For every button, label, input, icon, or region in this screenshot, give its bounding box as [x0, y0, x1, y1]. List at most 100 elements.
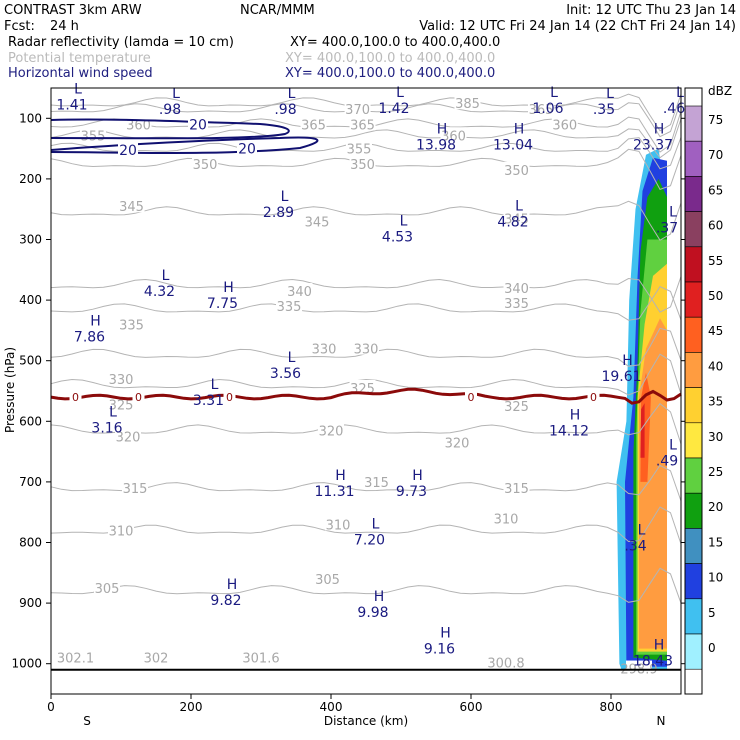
colorbar-label: 0 [708, 641, 716, 655]
theta-label-mask [346, 140, 372, 155]
extremum-value: 4.82 [497, 214, 528, 230]
extrema-labels: L1.41L.98L.98L1.42L1.06L.35L.46H13.98H13… [56, 81, 685, 669]
theta-contour-line [50, 506, 682, 545]
colorbar-label: 40 [708, 359, 723, 373]
theta-label-mask [314, 570, 341, 585]
extremum-value: 23.37 [633, 137, 673, 153]
colorbar-label: 50 [708, 289, 723, 303]
theta-label-mask [363, 473, 390, 488]
extremum-marker: L [550, 85, 558, 101]
theta-label-mask [344, 101, 371, 116]
theta-label-mask [493, 510, 519, 525]
colorbar-label: 45 [708, 324, 723, 338]
fcst-value: 24 h [50, 19, 79, 34]
theta-contour-label: 320 [116, 430, 141, 445]
freezing-label-mask [69, 391, 82, 404]
colorbar-label: 30 [708, 430, 723, 444]
theta-label-mask [108, 370, 134, 385]
theta-label-mask [318, 422, 344, 437]
extremum-value: .35 [593, 102, 615, 118]
theta-contour-label: 315 [504, 482, 529, 497]
freezing-label-mask [587, 391, 600, 404]
extremum-marker: H [335, 468, 346, 484]
extremum-marker: H [654, 121, 665, 137]
theta-label-mask [276, 298, 302, 313]
colorbar-swatch [684, 598, 703, 635]
theta-label-mask [304, 213, 330, 228]
wind-contour-label: 20 [189, 117, 207, 133]
theta-contour-label: 305 [95, 582, 120, 597]
theta-contour-label: 310 [326, 518, 351, 533]
theta-contour-label: 302.1 [57, 652, 94, 667]
extremum-marker: L [74, 81, 82, 97]
valid-time: Valid: 12 UTC Fri 24 Jan 14 (22 ChT Fri … [419, 19, 736, 34]
x-tick-label: 0 [47, 700, 55, 714]
theta-label-mask [551, 116, 578, 131]
theta-contour-label: 330 [312, 343, 337, 358]
extremum-marker: L [638, 523, 646, 539]
theta-label-mask [325, 516, 351, 531]
theta-contour-label: 320 [445, 437, 470, 452]
x-tick-label: 600 [460, 700, 483, 714]
theta-contour-label: 365 [350, 118, 375, 133]
extremum-value: 3.16 [91, 420, 122, 436]
theta-label-mask [62, 649, 89, 664]
colorbar-swatch [684, 528, 703, 564]
extremum-marker: L [372, 516, 380, 532]
x-axis-label: Distance (km) [324, 714, 408, 728]
y-tick-label: 900 [19, 596, 42, 610]
colorbar-swatch [684, 211, 703, 248]
theta-contour-label: 310 [494, 512, 519, 527]
extremum-value: 9.82 [210, 593, 241, 609]
extremum-value: 7.86 [74, 329, 105, 345]
extremum-value: 9.16 [424, 642, 455, 658]
theta-contour-line [50, 464, 682, 502]
theta-contour-label: 360 [441, 129, 466, 144]
theta-contour-line [50, 402, 682, 445]
theta-contour-label: 350 [193, 158, 218, 173]
y-tick-label: 1000 [11, 657, 42, 671]
freezing-label-mask [465, 391, 477, 404]
theta-label-mask [286, 283, 313, 298]
extremum-value: 3.56 [270, 366, 301, 382]
extremum-value: 11.31 [314, 484, 354, 500]
x-tick-label: 200 [180, 700, 203, 714]
colorbar-swatch [684, 246, 703, 283]
extremum-marker: H [223, 280, 234, 296]
theta-contour-label: 305 [315, 573, 340, 588]
extremum-marker: H [437, 121, 448, 137]
plot-frame [50, 87, 682, 695]
extremum-value: .34 [624, 539, 646, 555]
extremum-value: .49 [656, 454, 678, 470]
theta-contour-label: 325 [504, 400, 529, 415]
theta-contour-label: 345 [119, 200, 144, 215]
y-axis-label: Pressure (hPa) [3, 347, 17, 433]
theta-contour-label: 302 [144, 652, 169, 667]
extremum-marker: L [109, 404, 117, 420]
model-title: CONTRAST 3km ARW [4, 3, 142, 18]
extremum-value: 4.53 [382, 229, 413, 245]
theta-label-mask [349, 379, 376, 394]
theta-contour-label: 340 [504, 282, 529, 297]
extremum-value: 7.20 [354, 532, 385, 548]
freezing-level-line: 0 0 0 0 0 [50, 387, 682, 405]
extremum-marker: L [606, 86, 614, 102]
colorbar-frame [684, 87, 703, 695]
x-tick-label: 800 [600, 700, 623, 714]
extremum-value: 13.04 [493, 137, 533, 153]
extremum-value: 1.41 [56, 97, 87, 113]
theta-contour-label: 355 [81, 129, 106, 144]
theta-label-mask [503, 161, 530, 176]
theta-label-mask [503, 295, 530, 310]
extremum-marker: L [162, 268, 170, 284]
wind-contour-label: 20 [119, 143, 137, 159]
theta-contour-label: 345 [504, 212, 529, 227]
wind-contour-line [50, 136, 319, 154]
field-3-xy: XY= 400.0,100.0 to 400.0,400.0 [285, 66, 495, 81]
theta-label-mask [248, 649, 274, 664]
extremum-marker: H [514, 121, 525, 137]
colorbar-swatch [684, 176, 703, 212]
reflectivity-shading [616, 148, 667, 670]
